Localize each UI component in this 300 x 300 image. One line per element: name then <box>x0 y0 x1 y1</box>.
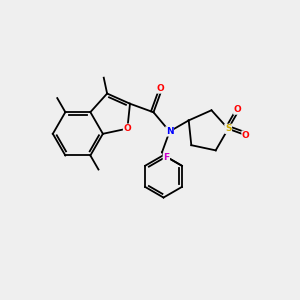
Text: S: S <box>225 124 231 133</box>
Text: N: N <box>166 127 173 136</box>
Text: O: O <box>234 105 242 114</box>
Text: F: F <box>163 153 170 162</box>
Text: O: O <box>157 84 164 93</box>
Text: O: O <box>124 124 131 133</box>
Text: O: O <box>242 131 250 140</box>
